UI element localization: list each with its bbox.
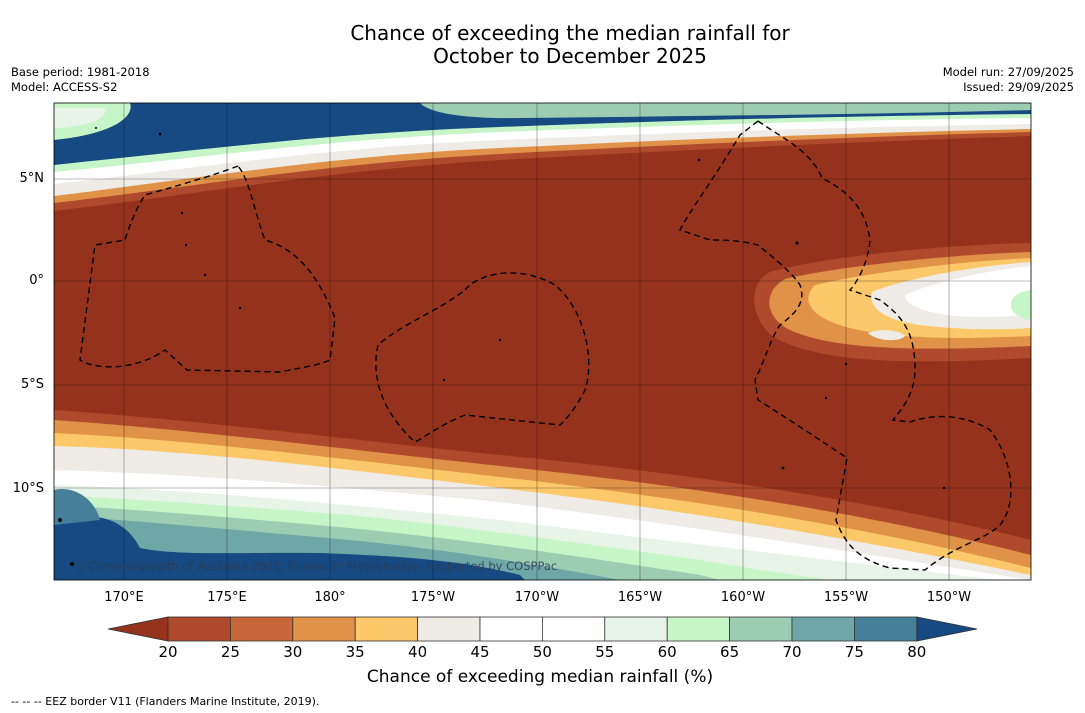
eez-phoenix	[375, 272, 590, 443]
colorbar-tick: 25	[220, 643, 240, 661]
north-west-patch-light	[54, 108, 106, 128]
eq-tongue-50	[905, 266, 1031, 317]
colorbar-bin	[666, 616, 731, 642]
eq-tongue-60	[1010, 290, 1031, 320]
north-mid-patch	[420, 103, 1031, 119]
map-title-line2: October to December 2025	[433, 44, 707, 68]
meta-right: Model run: 27/09/2025 Issued: 29/09/2025	[943, 65, 1074, 95]
lon-label-150w: 150°W	[926, 590, 972, 605]
eez-legend-note: -- -- -- EEZ border V11 (Flanders Marine…	[11, 695, 320, 708]
lon-label-160w: 160°W	[720, 590, 766, 605]
model-run: Model run: 27/09/2025	[942, 65, 1074, 79]
colorbar-low-extend	[107, 616, 169, 642]
colorbar-bin	[167, 616, 231, 642]
colorbar-tick: 65	[720, 643, 740, 661]
colorbar-tick: 40	[408, 643, 428, 661]
lon-label-175e: 175°E	[207, 590, 247, 605]
islands	[58, 127, 946, 566]
colorbar-tick: 75	[844, 643, 864, 661]
colorbar-tick: 80	[907, 643, 927, 661]
north-band-80	[54, 103, 1031, 165]
south-band-80	[54, 516, 525, 580]
colorbar-tick: 35	[345, 643, 365, 661]
graticule	[54, 103, 1031, 580]
lon-label-170w: 170°W	[514, 590, 560, 605]
lon-label-175w: 175°W	[410, 590, 456, 605]
eq-tongue-small-45	[868, 330, 905, 341]
colorbar-tick: 60	[657, 643, 677, 661]
colorbar-tick: 70	[782, 643, 802, 661]
colorbar-bin	[604, 616, 668, 642]
copyright-credit: © Commonwealth of Australia 2025, Bureau…	[73, 559, 558, 573]
colorbar-tick: 50	[532, 643, 552, 661]
map-frame	[53, 102, 1032, 581]
colorbar-tick: 30	[283, 643, 303, 661]
model-name: Model: ACCESS-S2	[11, 80, 118, 94]
meta-left: Base period: 1981-2018 Model: ACCESS-S2	[11, 65, 150, 95]
lat-label-0: 0°	[29, 273, 44, 288]
colorbar-high-extend	[916, 616, 978, 642]
colorbar-bin	[854, 616, 918, 642]
colorbar-bin	[229, 616, 294, 642]
lon-label-170e: 170°E	[104, 590, 144, 605]
issued-date: Issued: 29/09/2025	[963, 80, 1074, 94]
lon-label-165w: 165°W	[617, 590, 663, 605]
lon-label-180: 180°	[314, 590, 346, 605]
colorbar-tick: 55	[595, 643, 615, 661]
colorbar-bin	[479, 616, 543, 642]
lat-label-5n: 5°N	[19, 171, 45, 186]
base-period: Base period: 1981-2018	[11, 65, 150, 79]
lat-label-10s: 10°S	[12, 481, 44, 496]
colorbar-title: Chance of exceeding median rainfall (%)	[366, 667, 714, 687]
colorbar-tick: 45	[470, 643, 490, 661]
colorbar-bin	[542, 616, 606, 642]
rainfall-field	[54, 103, 1031, 580]
colorbar	[107, 616, 978, 642]
colorbar-tick: 20	[158, 643, 178, 661]
lat-label-5s: 5°S	[20, 377, 44, 392]
eez-borders	[79, 120, 1012, 571]
south-west-pocket	[54, 489, 100, 525]
colorbar-bin	[417, 616, 481, 642]
lon-label-155w: 155°W	[823, 590, 869, 605]
colorbar-bin	[292, 616, 356, 642]
colorbar-bin	[729, 616, 793, 642]
colorbar-bin	[354, 616, 419, 642]
map-title-line1: Chance of exceeding the median rainfall …	[350, 21, 790, 45]
colorbar-bin	[791, 616, 855, 642]
